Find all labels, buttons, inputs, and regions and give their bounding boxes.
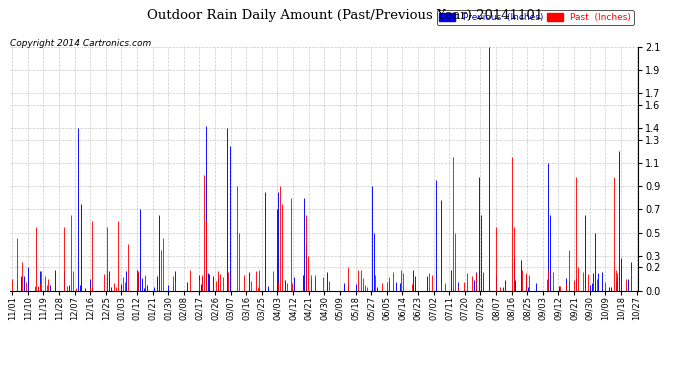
Text: Copyright 2014 Cartronics.com: Copyright 2014 Cartronics.com (10, 39, 152, 48)
Legend: Previous  (Inches), Past  (Inches): Previous (Inches), Past (Inches) (437, 10, 633, 24)
Text: Outdoor Rain Daily Amount (Past/Previous Year) 20141101: Outdoor Rain Daily Amount (Past/Previous… (147, 9, 543, 22)
